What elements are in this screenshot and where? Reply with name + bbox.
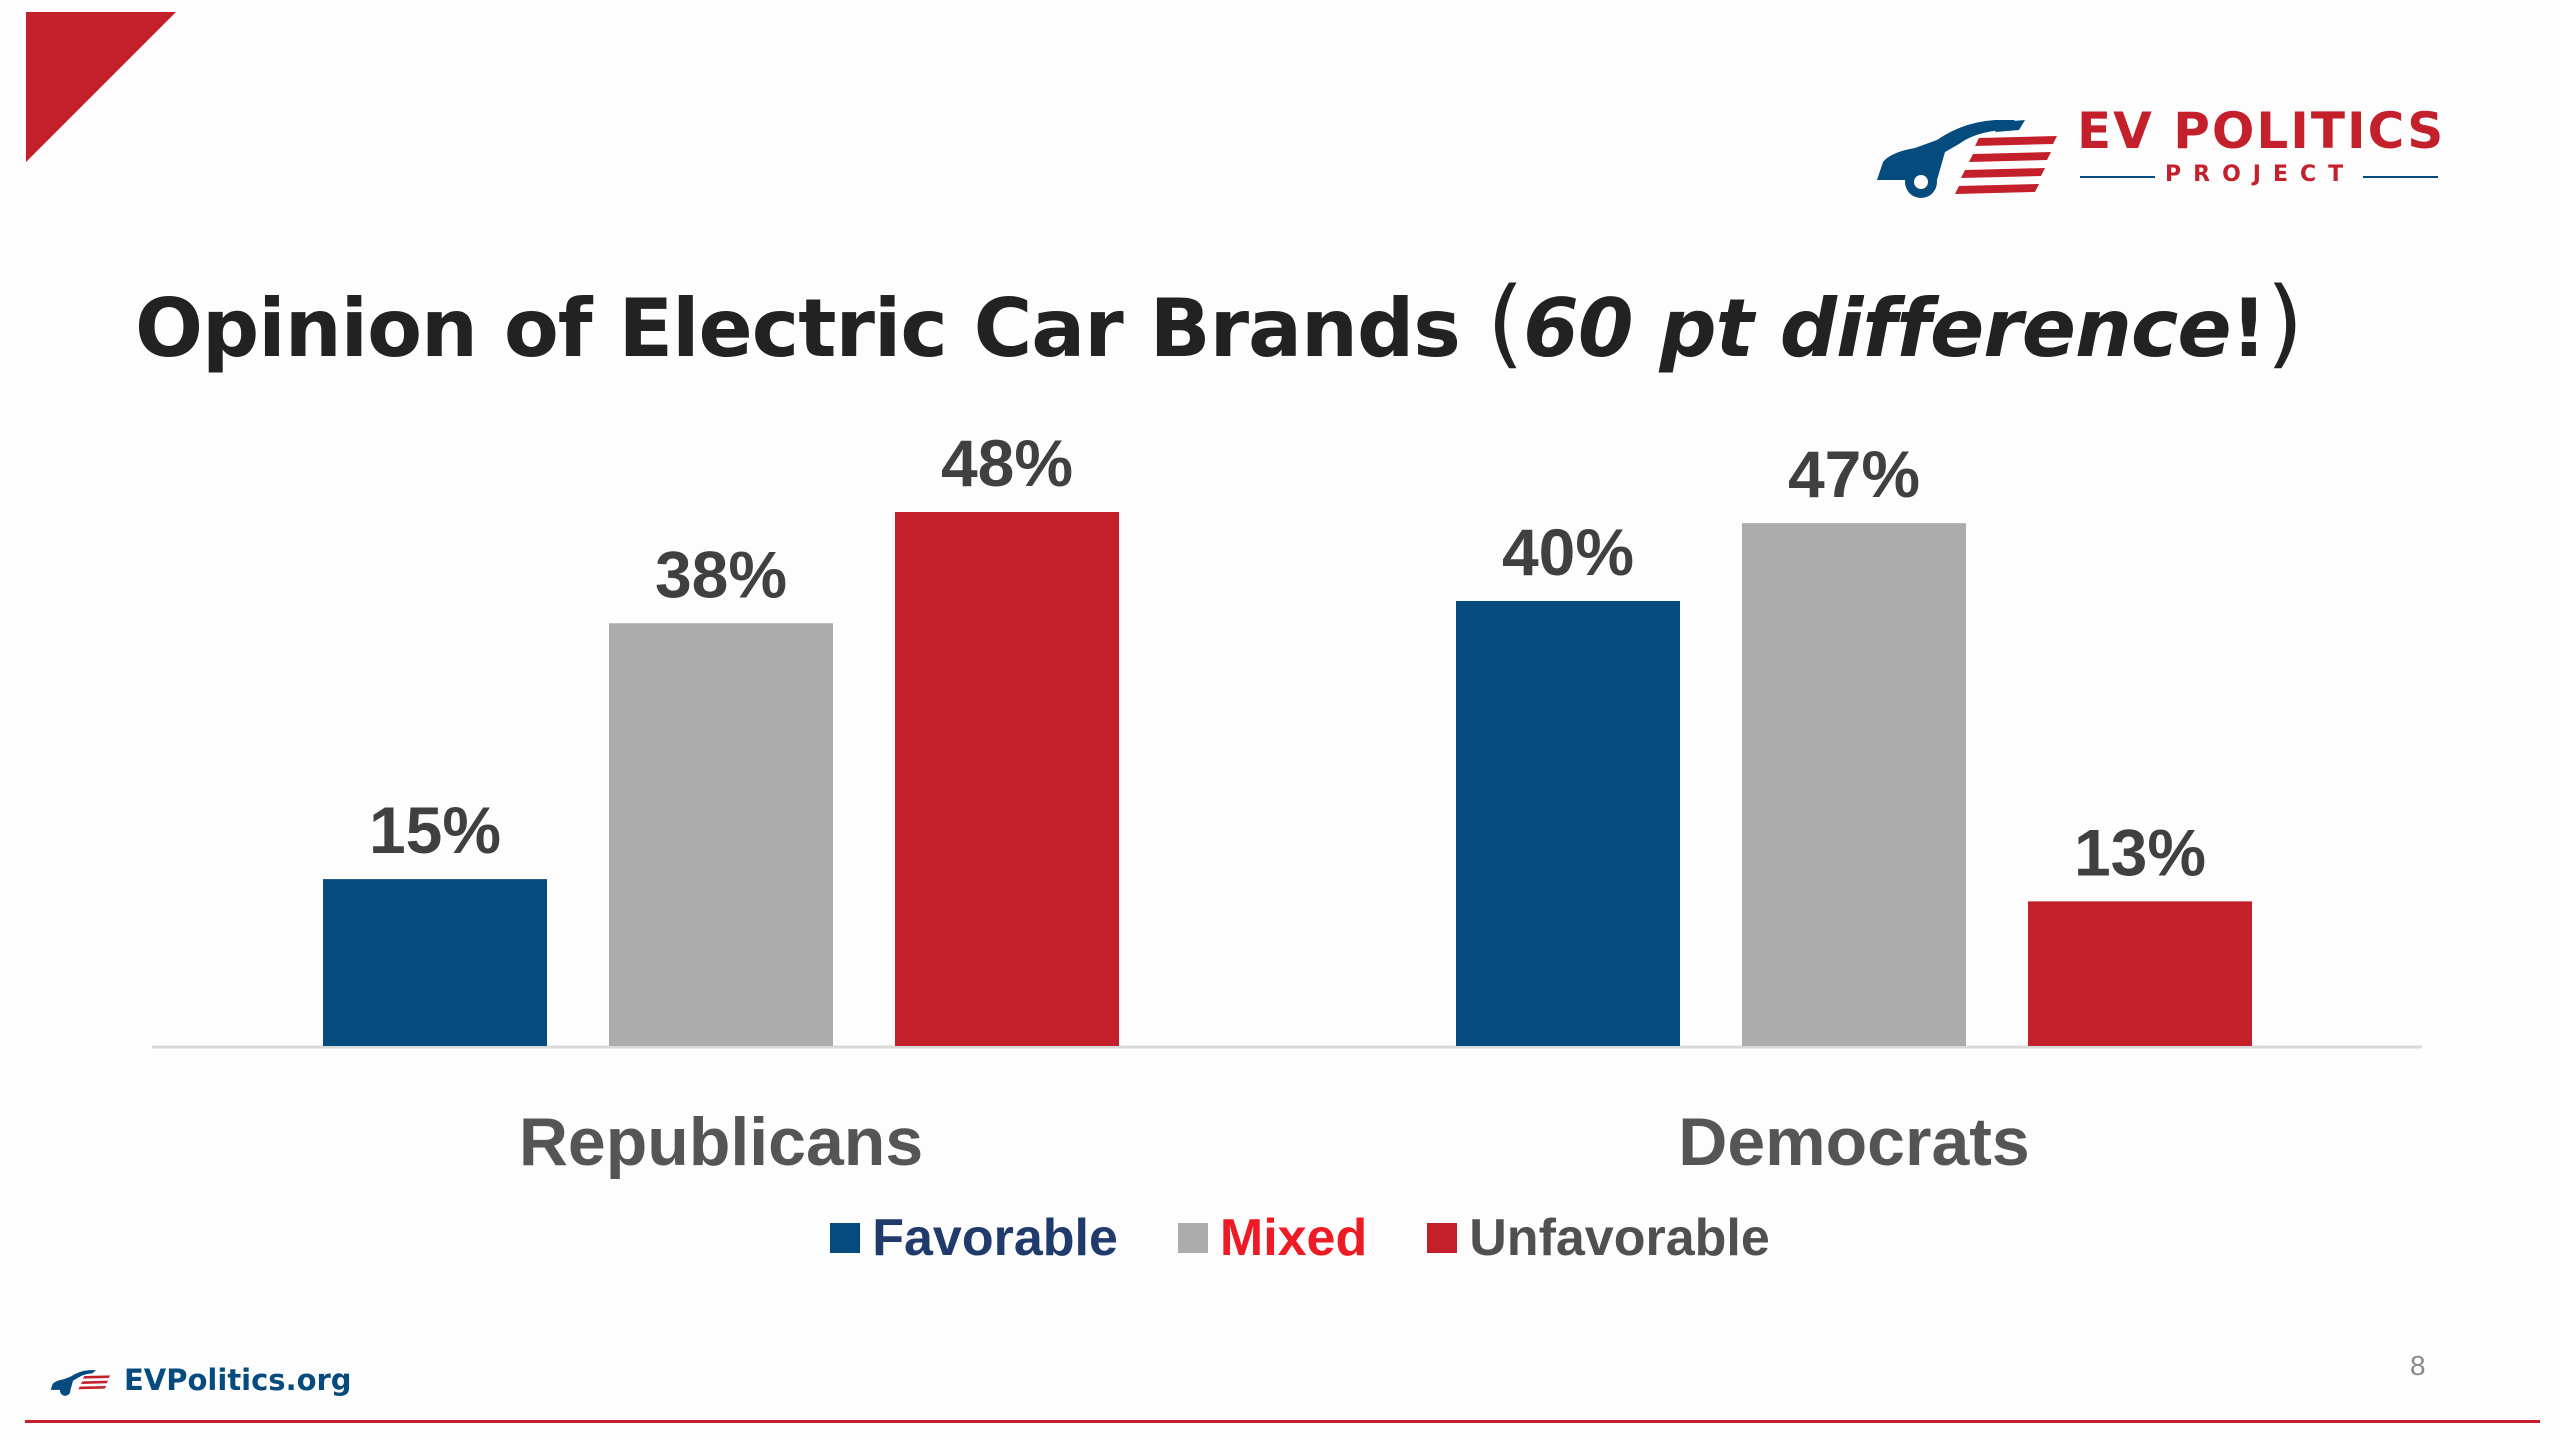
slide-title: Opinion of Electric Car Brands (60 pt di…	[135, 267, 2304, 384]
logo-rule-right	[2363, 176, 2438, 178]
title-exclaim: !	[2230, 282, 2267, 375]
title-main: Opinion of Electric Car Brands	[135, 282, 1487, 375]
corner-accent-triangle	[26, 12, 176, 162]
data-label-mixed-republicans: 38%	[655, 537, 787, 611]
legend-swatch-favorable	[830, 1223, 861, 1253]
logo-text-main: EV POLITICS	[2077, 102, 2446, 160]
legend-item-mixed: Mixed	[1177, 1208, 1368, 1268]
data-label-favorable-republicans: 15%	[369, 793, 501, 867]
category-label-democrats: Democrats	[1678, 1104, 2030, 1180]
bar-unfavorable-democrats	[2028, 901, 2252, 1046]
title-close-paren: )	[2266, 267, 2303, 379]
footer-rule	[25, 1420, 2540, 1423]
bar-mixed-democrats	[1742, 523, 1966, 1046]
logo-text-project: PROJECT	[2165, 162, 2356, 187]
data-label-mixed-democrats: 47%	[1788, 437, 1920, 511]
legend-swatch-unfavorable	[1427, 1223, 1458, 1253]
legend-label-favorable: Favorable	[872, 1209, 1118, 1267]
logo-text-ev-politics: EV POLITICS	[2077, 102, 2445, 160]
legend-label-unfavorable: Unfavorable	[1469, 1209, 1770, 1267]
title-open-paren: (	[1486, 267, 1524, 379]
legend-label-mixed: Mixed	[1219, 1209, 1368, 1267]
bar-favorable-republicans	[323, 879, 547, 1046]
ev-politics-logo: EV POLITICS PROJECT	[1875, 100, 2445, 210]
legend-item-unfavorable: Unfavorable	[1427, 1208, 1770, 1268]
bar-favorable-democrats	[1456, 601, 1680, 1046]
legend-item-favorable: Favorable	[830, 1208, 1118, 1268]
footer-site-link[interactable]: EVPolitics.org	[124, 1363, 352, 1397]
data-label-favorable-democrats: 40%	[1502, 515, 1634, 589]
bar-mixed-republicans	[609, 623, 833, 1046]
page-number: 8	[2410, 1350, 2426, 1381]
logo-rule-left	[2080, 176, 2155, 178]
footer-site-text: EVPolitics.org	[124, 1363, 352, 1397]
corner-triangle-shape	[26, 12, 176, 162]
category-label-republicans: Republicans	[519, 1104, 923, 1180]
bar-unfavorable-republicans	[895, 512, 1119, 1046]
footer-car-flag-icon	[50, 1370, 111, 1396]
car-flag-icon	[1877, 120, 2057, 198]
title-emphasis: 60 pt difference	[1523, 282, 2231, 375]
data-label-unfavorable-democrats: 13%	[2074, 815, 2206, 889]
data-label-unfavorable-republicans: 48%	[941, 426, 1073, 500]
footer-logo: EVPolitics.org	[50, 1362, 352, 1398]
chart-legend: Favorable Mixed Unfavorable	[0, 1208, 2560, 1268]
legend-swatch-mixed	[1177, 1223, 1208, 1253]
bar-chart: 15% 38% 48% Republicans 40% 47% 13% Democrats	[152, 426, 2422, 1180]
